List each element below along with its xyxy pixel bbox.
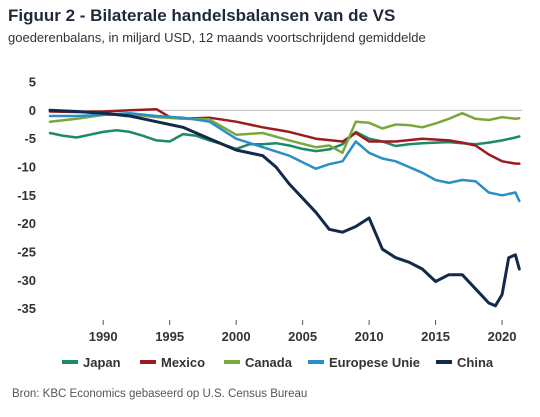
y-tick-label: -35 (17, 301, 36, 316)
y-tick-label: 0 (29, 103, 36, 118)
chart-title: Figuur 2 - Bilaterale handelsbalansen va… (8, 6, 396, 25)
y-tick-label: -30 (17, 273, 36, 288)
series-line-china (48, 108, 521, 308)
x-tick-label: 2010 (355, 329, 384, 344)
x-tick-label: 1995 (155, 329, 184, 344)
y-tick-label: -15 (17, 188, 36, 203)
series-lines (48, 107, 521, 308)
chart-subtitle: goederenbalans, in miljard USD, 12 maand… (8, 30, 426, 45)
y-tick-label: -10 (17, 160, 36, 175)
series-line-mexico (48, 107, 521, 165)
legend: Japan Mexico Canada Europese Unie China (62, 355, 494, 370)
y-tick-label: -25 (17, 245, 36, 260)
legend-label: Canada (245, 355, 293, 370)
x-tick-label: 2005 (288, 329, 317, 344)
y-axis-ticks: 5 0 -5 -10 -15 -20 -25 -30 -35 (17, 75, 36, 317)
x-axis-ticks: 1990 1995 2000 2005 2010 2015 2020 (89, 320, 517, 344)
legend-label: Europese Unie (329, 355, 420, 370)
legend-label: China (457, 355, 494, 370)
series-line-canada (48, 111, 521, 155)
x-tick-label: 1990 (89, 329, 118, 344)
legend-label: Japan (83, 355, 121, 370)
legend-label: Mexico (161, 355, 205, 370)
x-tick-label: 2000 (222, 329, 251, 344)
y-tick-label: 5 (29, 75, 36, 90)
x-tick-label: 2015 (421, 329, 450, 344)
y-tick-label: -20 (17, 216, 36, 231)
series-line-europese-unie (48, 111, 521, 203)
x-tick-label: 2020 (488, 329, 517, 344)
source-note: Bron: KBC Economics gebaseerd op U.S. Ce… (12, 388, 308, 400)
series-line-japan (48, 128, 521, 153)
y-tick-label: -5 (24, 131, 36, 146)
